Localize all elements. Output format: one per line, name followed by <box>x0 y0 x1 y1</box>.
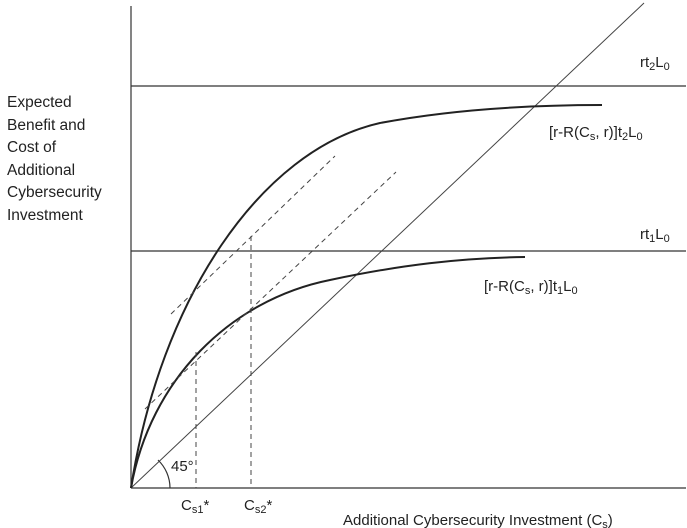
curve-t2-label-sub1: s <box>590 131 596 143</box>
y-axis-label-line: Cost of <box>7 139 57 156</box>
rt1-label-pre: rt <box>640 226 650 243</box>
cs2-label-post: * <box>266 497 272 514</box>
y-axis-label-line: Cybersecurity <box>7 184 102 201</box>
forty-five-degree-line <box>130 2 645 489</box>
y-axis-label-line: Expected <box>7 94 72 111</box>
curve-t2-label-sub2: 2 <box>622 131 628 143</box>
curve-t1-label-mid: , r)]t <box>530 278 557 295</box>
x-axis-label-end: ) <box>608 512 613 528</box>
cs1-label-pre: C <box>181 497 192 514</box>
rt1-label-sub2: 0 <box>664 233 670 245</box>
rt1-label-mid: L <box>655 226 663 243</box>
rt2-label-sub2: 0 <box>664 61 670 73</box>
angle-label: 45° <box>171 458 194 475</box>
curve-t1-label-pre: [r-R(C <box>484 278 525 295</box>
benefit-curve-t2 <box>130 104 603 489</box>
curve-t1-label-end: L <box>563 278 571 295</box>
cs1-label: Cs1* <box>181 497 209 516</box>
x-axis-label-main: Additional Cybersecurity Investment (C <box>343 512 602 528</box>
tangent-line-t2 <box>170 155 336 315</box>
curve-t1-label-sub2: 1 <box>557 285 563 297</box>
curve-t2-label-end: L <box>628 124 636 141</box>
y-axis-label: Expected Benefit and Cost of Additional … <box>7 92 127 227</box>
tangent-line-t1 <box>144 171 397 410</box>
curve-t1-label: [r-R(Cs, r)]t1L0 <box>484 278 578 297</box>
rt1-label: rt1L0 <box>640 226 670 245</box>
y-axis-label-line: Benefit and <box>7 116 86 134</box>
cs1-label-post: * <box>203 497 209 514</box>
curve-t1-label-sub3: 0 <box>571 285 577 297</box>
rt2-label-pre: rt <box>640 54 650 71</box>
curve-t2-label-sub3: 0 <box>636 131 642 143</box>
y-axis-label-line: Investment <box>7 206 83 224</box>
rt2-label-mid: L <box>655 54 663 71</box>
benefit-curve-t1 <box>130 256 526 489</box>
cs2-label-sub: s2 <box>255 504 267 516</box>
y-axis-label-line: Additional <box>7 161 76 179</box>
cs2-label-pre: C <box>244 497 255 514</box>
curve-t2-label: [r-R(Cs, r)]t2L0 <box>549 124 643 143</box>
curve-t2-label-mid: , r)]t <box>595 124 622 141</box>
rt2-label-sub1: 2 <box>649 61 655 73</box>
x-axis-label-sub: s <box>602 519 608 528</box>
rt1-label-sub1: 1 <box>649 233 655 245</box>
rt2-label: rt2L0 <box>640 54 670 73</box>
angle-arc <box>157 459 171 489</box>
curve-t2-label-pre: [r-R(C <box>549 124 590 141</box>
cs2-label: Cs2* <box>244 497 272 516</box>
x-axis-label: Additional Cybersecurity Investment (Cs) <box>343 512 613 528</box>
cs1-label-sub: s1 <box>192 504 204 516</box>
curve-t1-label-sub1: s <box>525 285 531 297</box>
